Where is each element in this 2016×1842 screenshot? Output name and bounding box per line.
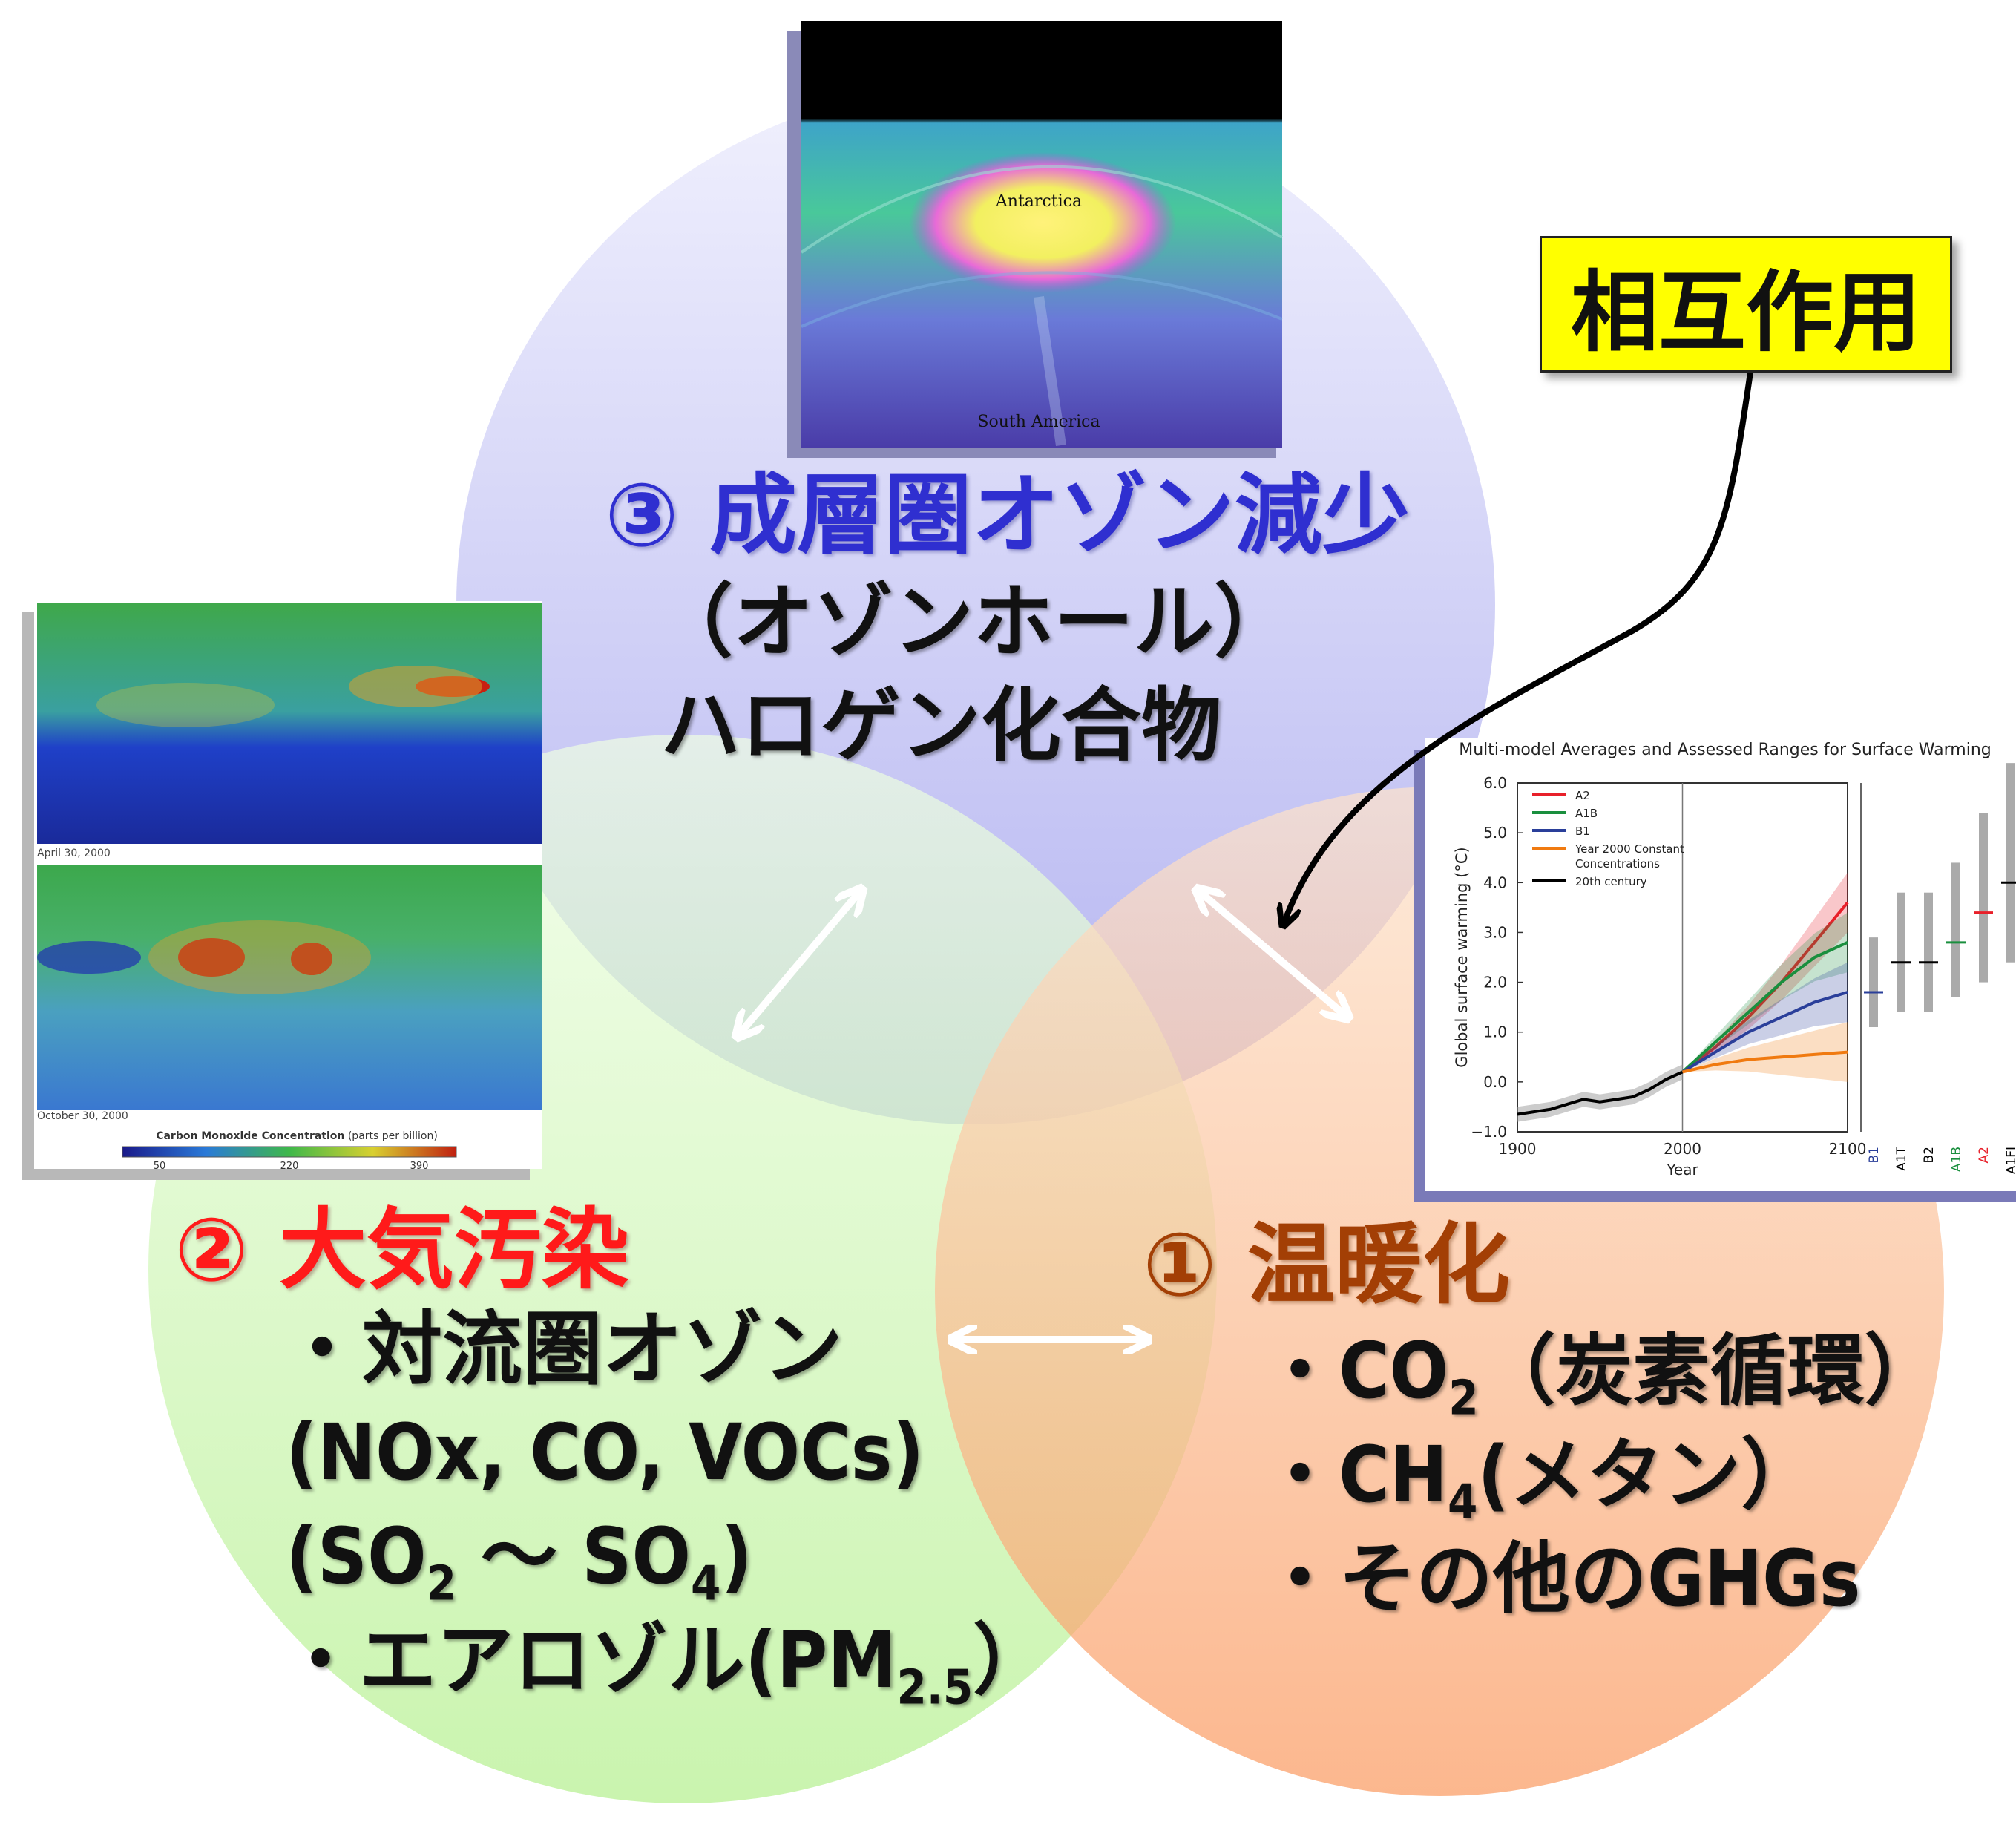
chart-y-tick-label: 6.0	[1483, 774, 1507, 792]
pollution-title: ② 大気汚染	[174, 1199, 629, 1301]
interaction-pointer-arrow	[1284, 367, 1754, 924]
chart-legend-label: Concentrations	[1575, 857, 1660, 871]
chart-x-axis-label: Year	[1666, 1161, 1698, 1179]
chart-legend-label: Year 2000 Constant	[1575, 842, 1684, 856]
chart-legend-label: 20th century	[1575, 875, 1647, 888]
surface-warming-chart: Multi-model Averages and Assessed Ranges…	[1414, 738, 2016, 1202]
chart-y-tick-label: 4.0	[1483, 874, 1507, 891]
chart-range-bar	[1924, 892, 1933, 1012]
pollution-line-3: (SO2 ～ SO4)	[286, 1511, 753, 1612]
chart-series-band	[1682, 962, 1848, 1072]
chart-series-band	[1682, 1022, 1848, 1082]
chart-range-bar	[1951, 862, 1960, 997]
chart-series-line	[1517, 1070, 1684, 1116]
pollution-line-1: ・対流圏オゾン	[282, 1303, 844, 1396]
chart-y-tick-label: 1.0	[1483, 1023, 1507, 1041]
pollution-line-4: ・エアロゾル(PM2.5）	[282, 1615, 1051, 1716]
co-legend-title: Carbon Monoxide Concentration (parts per…	[156, 1130, 438, 1142]
carbon-monoxide-maps: April 30, 2000 October 30, 2000 Carbon M…	[22, 601, 542, 1180]
chart-y-tick-label: −1.0	[1471, 1123, 1507, 1141]
co-map-date-april: April 30, 2000	[37, 848, 111, 859]
co-map-date-october: October 30, 2000	[37, 1110, 128, 1122]
chart-x-tick-label: 2100	[1829, 1140, 1867, 1158]
co-legend-tick-220: 220	[280, 1161, 299, 1172]
arrow-ozone-pollution	[738, 891, 861, 1035]
warming-title: ① 温暖化	[1143, 1213, 1510, 1316]
co-legend-tick-50: 50	[154, 1161, 166, 1172]
chart-range-label: A1B	[1949, 1147, 1964, 1172]
warming-line-2: ・CH4(メタン）	[1261, 1429, 1819, 1530]
chart-title: Multi-model Averages and Assessed Ranges…	[1459, 741, 1991, 759]
chart-series-line	[1682, 1050, 1848, 1074]
co-legend-colorbar	[122, 1146, 457, 1158]
chart-range-bar	[2006, 763, 2015, 963]
interaction-label-box: 相互作用	[1540, 236, 1952, 373]
ozone-hole-image: Antarctica South America	[787, 21, 1284, 458]
chart-legend-label: A1B	[1575, 807, 1598, 820]
interaction-label: 相互作用	[1570, 260, 1921, 364]
ozone-line-2: ハロゲン化合物	[660, 680, 1222, 773]
chart-y-tick-label: 2.0	[1483, 974, 1507, 992]
chart-y-tick-label: 0.0	[1483, 1073, 1507, 1091]
chart-legend-label: B1	[1575, 825, 1590, 838]
chart-range-bar	[1897, 892, 1905, 1012]
antarctica-label: Antarctica	[995, 192, 1082, 211]
chart-x-tick-label: 2000	[1664, 1140, 1701, 1158]
co-legend-tick-390: 390	[410, 1161, 429, 1172]
chart-range-bar	[1869, 937, 1878, 1027]
south-america-label: South America	[977, 413, 1100, 431]
chart-x-tick-label: 1900	[1499, 1140, 1537, 1158]
chart-series-line	[1681, 991, 1848, 1074]
warming-line-3: ・その他のGHGs	[1261, 1533, 1861, 1624]
warming-line-1: ・CO2（炭素循環）	[1261, 1325, 1942, 1426]
chart-y-tick-label: 3.0	[1483, 923, 1507, 941]
chart-range-bar	[1979, 813, 1988, 983]
ozone-line-1: （オゾンホール）	[653, 576, 1295, 669]
chart-series-line	[1681, 941, 1848, 1073]
chart-range-label: B2	[1922, 1147, 1937, 1163]
arrow-ozone-warming	[1198, 891, 1347, 1017]
pollution-line-2: (NOx, CO, VOCs)	[286, 1407, 925, 1498]
chart-range-label: B1	[1867, 1147, 1882, 1163]
chart-y-axis-label: Global surface warming (°C)	[1453, 847, 1471, 1067]
chart-range-label: A1T	[1894, 1146, 1909, 1170]
chart-range-label: A2	[1977, 1147, 1992, 1163]
chart-series-line	[1681, 901, 1849, 1074]
ozone-title: ③ 成層圏オゾン減少	[605, 464, 1410, 566]
chart-series-band	[1682, 912, 1848, 1072]
chart-plot-area: −1.0 0.0 1.0 2.0 3.0 4.0 5.0 6.0 1900 2000 2100 Yea…	[1453, 763, 2016, 1179]
chart-y-tick-label: 5.0	[1483, 824, 1507, 842]
chart-legend-label: A2	[1575, 789, 1590, 802]
chart-range-label: A1FI	[2004, 1147, 2016, 1174]
